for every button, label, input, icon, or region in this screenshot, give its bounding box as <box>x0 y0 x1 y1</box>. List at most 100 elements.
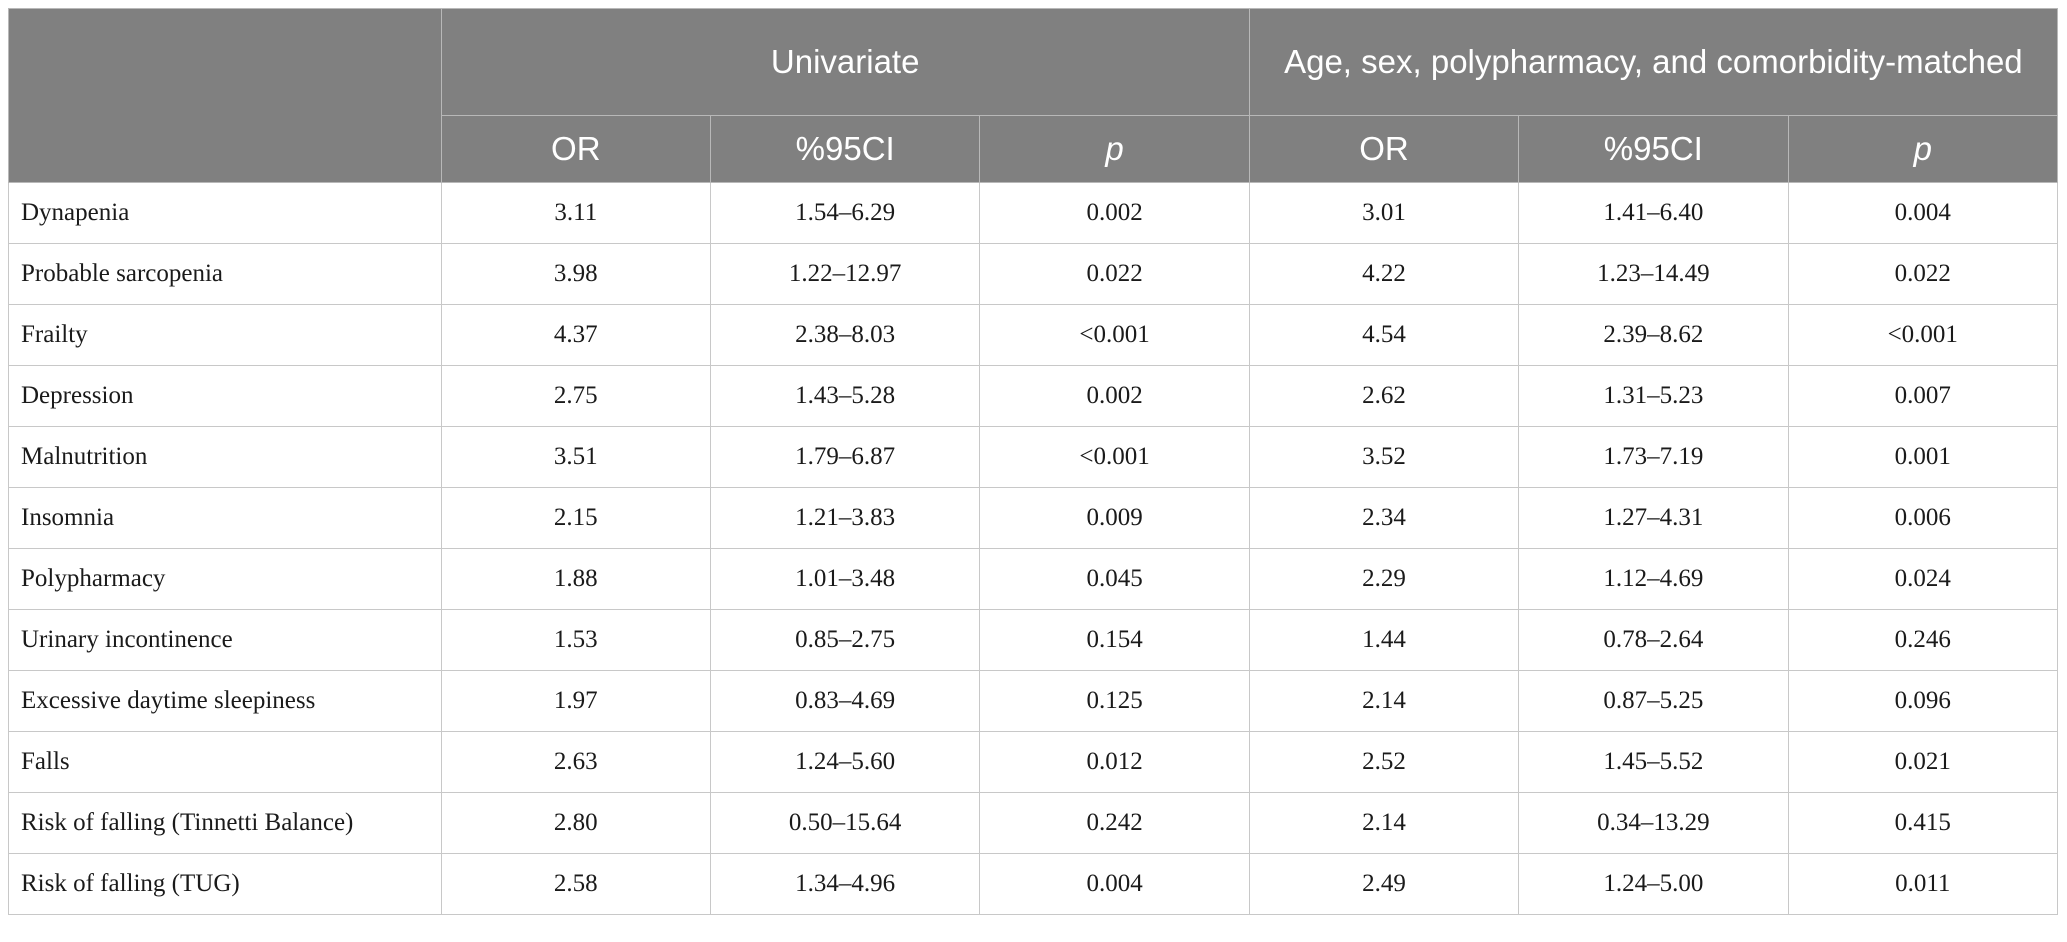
or-univariate-cell: 1.53 <box>440 609 711 671</box>
p-univariate-cell: 0.045 <box>979 548 1250 610</box>
ci-matched-cell: 0.87–5.25 <box>1518 670 1789 732</box>
p-matched-cell: <0.001 <box>1787 304 2059 366</box>
ci-matched-cell: 1.24–5.00 <box>1518 853 1789 915</box>
table-body: Dynapenia 3.11 1.54–6.29 0.002 3.01 1.41–6.40… <box>8 182 2059 915</box>
header-or: OR <box>440 115 711 183</box>
p-univariate-cell: <0.001 <box>979 304 1250 366</box>
p-univariate-cell: 0.125 <box>979 670 1250 732</box>
or-matched-cell: 3.52 <box>1248 426 1520 488</box>
or-univariate-cell: 4.37 <box>440 304 711 366</box>
or-matched-cell: 2.49 <box>1248 853 1520 915</box>
ci-univariate-cell: 1.54–6.29 <box>709 182 981 244</box>
header-matched: Age, sex, polypharmacy, and comorbidity-… <box>1248 8 2059 116</box>
table-container: Univariate Age, sex, polypharmacy, and c… <box>8 8 2059 915</box>
or-matched-cell: 4.54 <box>1248 304 1520 366</box>
or-univariate-cell: 3.98 <box>440 243 711 305</box>
table-row: Depression 2.75 1.43–5.28 0.002 2.62 1.31–5.2… <box>8 365 2059 427</box>
row-label: Urinary incontinence <box>8 609 442 671</box>
p-univariate-cell: 0.002 <box>979 182 1250 244</box>
ci-matched-cell: 1.31–5.23 <box>1518 365 1789 427</box>
or-matched-cell: 2.14 <box>1248 670 1520 732</box>
or-univariate-cell: 2.75 <box>440 365 711 427</box>
or-univariate-cell: 2.63 <box>440 731 711 793</box>
row-label: Falls <box>8 731 442 793</box>
p-matched-cell: 0.006 <box>1787 487 2059 549</box>
p-matched-cell: 0.024 <box>1787 548 2059 610</box>
ci-univariate-cell: 1.24–5.60 <box>709 731 981 793</box>
table-row: Urinary incontinence 1.53 0.85–2.75 0.154 1.… <box>8 609 2059 671</box>
or-univariate-cell: 1.97 <box>440 670 711 732</box>
or-matched-cell: 1.44 <box>1248 609 1520 671</box>
ci-univariate-cell: 0.85–2.75 <box>709 609 981 671</box>
ci-univariate-cell: 1.43–5.28 <box>709 365 981 427</box>
or-matched-cell: 2.34 <box>1248 487 1520 549</box>
or-univariate-cell: 2.58 <box>440 853 711 915</box>
header-blank-cell <box>8 8 442 183</box>
row-label: Polypharmacy <box>8 548 442 610</box>
row-label: Excessive daytime sleepiness <box>8 670 442 732</box>
p-matched-cell: 0.011 <box>1787 853 2059 915</box>
row-label: Malnutrition <box>8 426 442 488</box>
row-label: Risk of falling (TUG) <box>8 853 442 915</box>
p-univariate-cell: 0.242 <box>979 792 1250 854</box>
table-row: Risk of falling (TUG) 2.58 1.34–4.96 0.004 2… <box>8 853 2059 915</box>
header-row-groups: Univariate Age, sex, polypharmacy, and c… <box>8 8 2059 183</box>
p-matched-cell: 0.096 <box>1787 670 2059 732</box>
p-univariate-cell: 0.004 <box>979 853 1250 915</box>
p-matched-cell: 0.415 <box>1787 792 2059 854</box>
ci-matched-cell: 0.78–2.64 <box>1518 609 1789 671</box>
row-label: Depression <box>8 365 442 427</box>
table-row: Malnutrition 3.51 1.79–6.87 <0.001 3.52 1.73–… <box>8 426 2059 488</box>
header-p: p <box>1787 115 2059 183</box>
table-row: Frailty 4.37 2.38–8.03 <0.001 4.54 2.39–8.62 <… <box>8 304 2059 366</box>
row-label: Insomnia <box>8 487 442 549</box>
or-matched-cell: 2.14 <box>1248 792 1520 854</box>
ci-matched-cell: 1.41–6.40 <box>1518 182 1789 244</box>
or-matched-cell: 4.22 <box>1248 243 1520 305</box>
header-row-columns: OR %95CI p OR %95CI p <box>9 115 2059 183</box>
p-univariate-cell: 0.009 <box>979 487 1250 549</box>
or-matched-cell: 2.29 <box>1248 548 1520 610</box>
header-univariate: Univariate <box>440 8 1250 116</box>
ci-univariate-cell: 2.38–8.03 <box>709 304 981 366</box>
p-matched-cell: 0.004 <box>1787 182 2059 244</box>
or-univariate-cell: 2.15 <box>440 487 711 549</box>
or-matched-cell: 2.62 <box>1248 365 1520 427</box>
ci-univariate-cell: 0.83–4.69 <box>709 670 981 732</box>
ci-matched-cell: 1.23–14.49 <box>1518 243 1789 305</box>
header-or: OR <box>1248 115 1520 183</box>
ci-matched-cell: 2.39–8.62 <box>1518 304 1789 366</box>
row-label: Risk of falling (Tinnetti Balance) <box>8 792 442 854</box>
p-univariate-cell: 0.012 <box>979 731 1250 793</box>
p-matched-cell: 0.007 <box>1787 365 2059 427</box>
table-row: Probable sarcopenia 3.98 1.22–12.97 0.022 4.… <box>8 243 2059 305</box>
ci-univariate-cell: 0.50–15.64 <box>709 792 981 854</box>
header-ci: %95CI <box>1518 115 1789 183</box>
p-univariate-cell: 0.002 <box>979 365 1250 427</box>
ci-univariate-cell: 1.21–3.83 <box>709 487 981 549</box>
table-row: Falls 2.63 1.24–5.60 0.012 2.52 1.45–5.52 0.02… <box>8 731 2059 793</box>
ci-matched-cell: 1.12–4.69 <box>1518 548 1789 610</box>
p-matched-cell: 0.001 <box>1787 426 2059 488</box>
or-univariate-cell: 1.88 <box>440 548 711 610</box>
p-matched-cell: 0.021 <box>1787 731 2059 793</box>
header-ci: %95CI <box>709 115 981 183</box>
p-univariate-cell: 0.154 <box>979 609 1250 671</box>
ci-univariate-cell: 1.79–6.87 <box>709 426 981 488</box>
table-row: Insomnia 2.15 1.21–3.83 0.009 2.34 1.27–4.31 0… <box>8 487 2059 549</box>
or-matched-cell: 2.52 <box>1248 731 1520 793</box>
ci-matched-cell: 1.73–7.19 <box>1518 426 1789 488</box>
table-row: Dynapenia 3.11 1.54–6.29 0.002 3.01 1.41–6.40… <box>8 182 2059 244</box>
ci-matched-cell: 0.34–13.29 <box>1518 792 1789 854</box>
p-univariate-cell: 0.022 <box>979 243 1250 305</box>
or-univariate-cell: 2.80 <box>440 792 711 854</box>
row-label: Frailty <box>8 304 442 366</box>
results-table: Univariate Age, sex, polypharmacy, and c… <box>8 8 2059 915</box>
or-univariate-cell: 3.11 <box>440 182 711 244</box>
row-label: Probable sarcopenia <box>8 243 442 305</box>
row-label: Dynapenia <box>8 182 442 244</box>
table-row: Risk of falling (Tinnetti Balance) 2.80 0.… <box>8 792 2059 854</box>
or-univariate-cell: 3.51 <box>440 426 711 488</box>
ci-matched-cell: 1.45–5.52 <box>1518 731 1789 793</box>
or-matched-cell: 3.01 <box>1248 182 1520 244</box>
